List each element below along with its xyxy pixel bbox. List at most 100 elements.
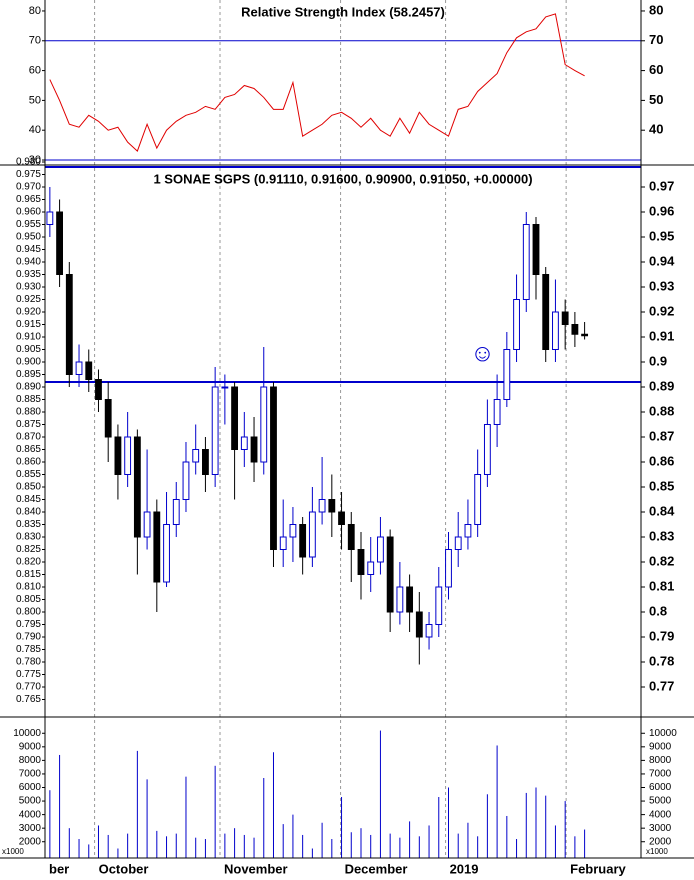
unit-label: x1000 (2, 847, 24, 856)
y-tick-label: 0.905 (16, 344, 41, 355)
candle-body (347, 524, 355, 550)
candle-body (581, 333, 589, 337)
y2-tick-label: 0.83 (649, 528, 674, 543)
candle-body (474, 474, 482, 525)
y2-tick-label: 8000 (649, 755, 672, 766)
y2-tick-label: 40 (649, 122, 663, 137)
y2-tick-label: 0.77 (649, 678, 674, 693)
candle-body (308, 511, 316, 558)
y2-tick-label: 0.82 (649, 553, 674, 568)
y-tick-label: 0.855 (16, 469, 41, 480)
candle-body (493, 399, 501, 425)
candle-body (124, 436, 132, 475)
candle-body (279, 536, 287, 550)
y2-tick-label: 2000 (649, 836, 672, 847)
y-tick-label: 0.955 (16, 219, 41, 230)
candle-body (396, 586, 404, 613)
candle-body (211, 386, 219, 475)
y-tick-label: 0.885 (16, 394, 41, 405)
y-tick-label: 0.930 (16, 282, 41, 293)
candle-body (65, 274, 73, 375)
y-tick-label: 0.795 (16, 619, 41, 630)
y-tick-label: 0.935 (16, 269, 41, 280)
y-tick-label: 0.880 (16, 407, 41, 418)
y2-tick-label: 0.96 (649, 203, 674, 218)
y-tick-label: 0.925 (16, 294, 41, 305)
candle-body (46, 211, 54, 225)
y-tick-label: 0.870 (16, 432, 41, 443)
y-tick-label: 0.900 (16, 357, 41, 368)
y2-tick-label: 0.91 (649, 328, 674, 343)
y2-tick-label: 3000 (649, 823, 672, 834)
x-tick-label: 2019 (450, 861, 479, 876)
x-tick-label: February (570, 861, 626, 876)
y-tick-label: 0.920 (16, 307, 41, 318)
y-tick-label: 30 (29, 154, 41, 166)
annotation: ☺ (470, 340, 495, 367)
y2-tick-label: 0.95 (649, 228, 674, 243)
y-tick-label: 0.840 (16, 507, 41, 518)
y-tick-label: 0.980 (16, 157, 41, 168)
candle-body (133, 436, 141, 538)
y2-tick-label: 60 (649, 62, 663, 77)
x-tick-label: December (345, 861, 408, 876)
y2-tick-label: 0.81 (649, 578, 674, 593)
x-tick-label: ber (49, 861, 69, 876)
candle-body (464, 524, 472, 538)
y-tick-label: 40 (29, 124, 41, 136)
candle-body (367, 561, 375, 575)
candle-body (172, 499, 180, 525)
candle-body (143, 511, 151, 538)
y2-tick-label: 9000 (649, 741, 672, 752)
candle-body (377, 536, 384, 563)
y-tick-label: 0.875 (16, 419, 41, 430)
candle-body (104, 399, 112, 438)
y2-tick-label: 0.78 (649, 653, 674, 668)
y2-tick-label: 0.9 (649, 353, 667, 368)
y2-tick-label: 0.79 (649, 628, 674, 643)
y-tick-label: 0.970 (16, 182, 41, 193)
x-tick-label: October (99, 861, 149, 876)
y-tick-label: 0.865 (16, 444, 41, 455)
candle-body (182, 461, 190, 500)
candle-body (338, 511, 345, 525)
candle-body (386, 536, 394, 613)
rsi-line (49, 13, 585, 152)
candle-body (85, 361, 93, 380)
candle-body (318, 499, 326, 513)
y-tick-label: 0.845 (16, 494, 41, 505)
y2-tick-label: 0.89 (649, 378, 674, 393)
candle-body (95, 379, 102, 400)
y-tick-label: 0.895 (16, 369, 41, 380)
y-tick-label: 6000 (19, 782, 42, 793)
candle-body (240, 436, 248, 450)
y2-tick-label: 70 (649, 32, 663, 47)
candle-body (483, 424, 491, 475)
y-tick-label: 0.810 (16, 582, 41, 593)
y2-tick-label: 0.93 (649, 278, 674, 293)
candle-body (532, 224, 540, 275)
y-tick-label: 10000 (13, 728, 41, 739)
y-tick-label: 0.815 (16, 569, 41, 580)
y-tick-label: 0.765 (16, 694, 41, 705)
y-tick-label: 3000 (19, 823, 42, 834)
y-tick-label: 0.825 (16, 544, 41, 555)
candle-body (445, 549, 452, 588)
candle-body (357, 549, 365, 575)
y-tick-label: 0.780 (16, 657, 41, 668)
candle-body (270, 386, 277, 550)
candle-body (192, 449, 200, 463)
y-tick-label: 0.965 (16, 194, 41, 205)
candle-body (571, 324, 579, 335)
candle-body (56, 211, 64, 275)
candle-body (289, 524, 297, 538)
y-tick-label: 0.800 (16, 607, 41, 618)
candle-body (542, 274, 550, 350)
y-tick-label: 0.940 (16, 257, 41, 268)
y2-tick-label: 0.8 (649, 603, 667, 618)
y2-tick-label: 0.97 (649, 178, 674, 193)
y-tick-label: 0.830 (16, 532, 41, 543)
candle-body (75, 361, 83, 375)
candle-body (114, 436, 122, 475)
